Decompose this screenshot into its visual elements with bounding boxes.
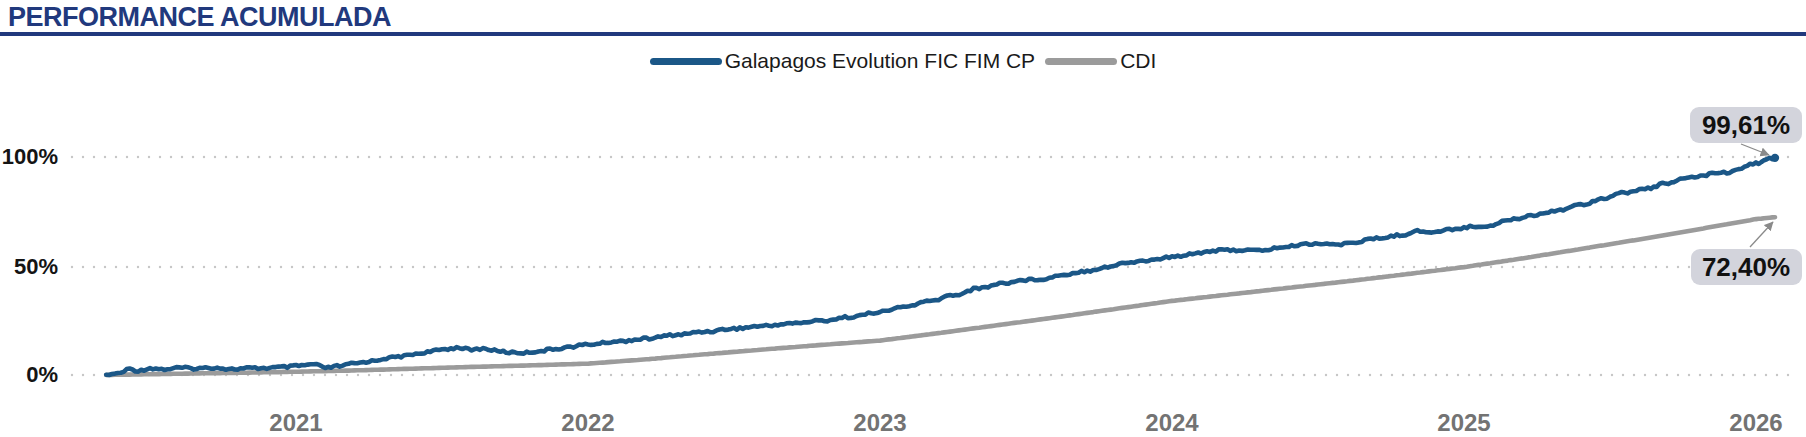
y-tick-50: 50% xyxy=(14,254,58,279)
fund-endpoint-dot xyxy=(1771,154,1779,162)
cdi-callout-arrow xyxy=(1750,222,1773,247)
chart-svg: 99,61% 72,40% 100% 50% 0% 2021 2022 2023… xyxy=(0,0,1806,437)
y-tick-0: 0% xyxy=(26,362,58,387)
x-tick-2025: 2025 xyxy=(1437,409,1490,436)
x-tick-2024: 2024 xyxy=(1145,409,1199,436)
x-tick-2026: 2026 xyxy=(1729,409,1782,436)
performance-chart-panel: PERFORMANCE ACUMULADA Galapagos Evolutio… xyxy=(0,0,1806,437)
cdi-callout-value: 72,40% xyxy=(1702,252,1790,282)
y-tick-100: 100% xyxy=(2,144,58,169)
x-tick-2022: 2022 xyxy=(561,409,614,436)
fund-callout-arrow xyxy=(1741,144,1769,155)
x-tick-2023: 2023 xyxy=(853,409,906,436)
fund-callout-value: 99,61% xyxy=(1702,110,1790,140)
x-tick-2021: 2021 xyxy=(269,409,322,436)
